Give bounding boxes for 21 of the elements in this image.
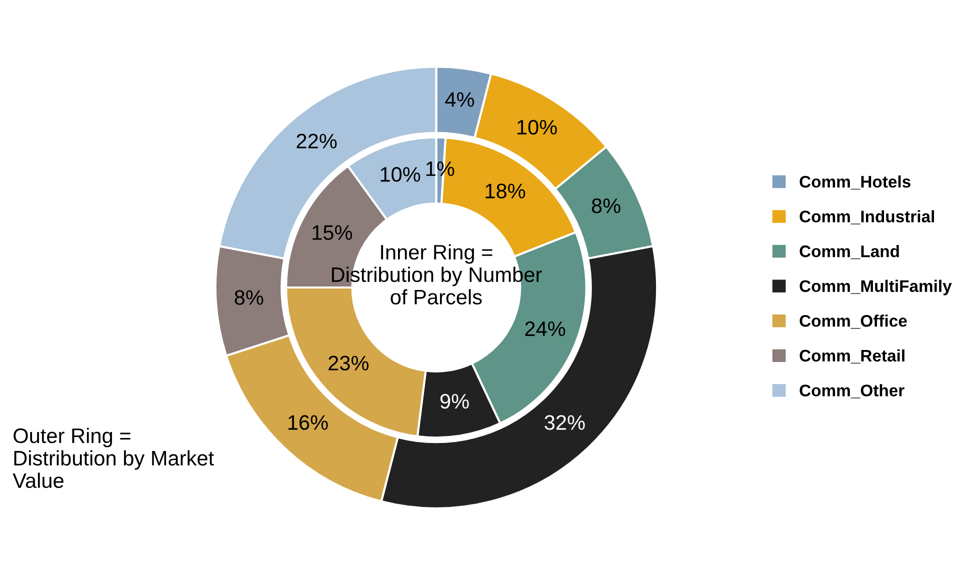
data-label: 32% [544, 415, 585, 430]
text: Outer Ring = Distribution by Market Value [12, 428, 214, 488]
data-label: 8% [592, 198, 620, 214]
legend-label: Comm_Retail [800, 349, 904, 364]
data-label: 18% [486, 184, 526, 198]
data-label: 24% [525, 321, 566, 336]
legend-label: Comm_Other [800, 384, 904, 398]
data-label: 10% [380, 167, 420, 182]
data-label: 23% [328, 356, 369, 370]
data-label: 8% [234, 290, 264, 305]
data-label: 10% [518, 120, 557, 135]
legend-label: Comm_MultiFamily [800, 280, 952, 296]
legend-label: Comm_Office [800, 314, 907, 329]
data-label: 22% [296, 134, 337, 148]
data-label: 4% [445, 92, 474, 107]
data-label: 16% [288, 415, 328, 430]
legend-label: Comm_Land [800, 244, 899, 260]
legend-label: Comm_Industrial [800, 210, 934, 224]
data-label: 9% [440, 394, 469, 409]
legend-label: Comm_Hotels [800, 175, 910, 190]
data-label: 15% [312, 225, 352, 240]
